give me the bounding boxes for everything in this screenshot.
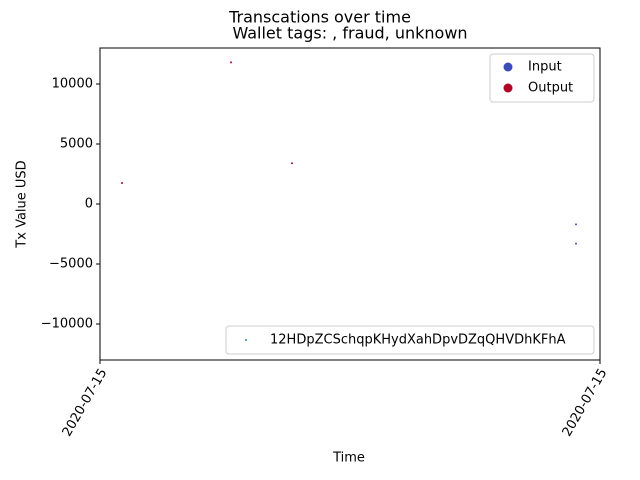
x-tick-label: 2020-07-15 bbox=[60, 366, 111, 439]
legend-marker bbox=[503, 62, 513, 72]
point bbox=[575, 242, 577, 245]
y-tick-label: 0 bbox=[85, 197, 93, 212]
point bbox=[291, 162, 293, 165]
chart-subtitle: Wallet tags: , fraud, unknown bbox=[232, 24, 467, 43]
legend-label: Input bbox=[528, 60, 562, 75]
chart-title: Transcations over time bbox=[228, 8, 411, 27]
legend-box bbox=[225, 325, 595, 355]
legend-label: 12HDpZCSchqpKHydXahDpvDZqQHVDhKFhA bbox=[270, 333, 566, 348]
y-tick-label: −5000 bbox=[49, 257, 93, 272]
legend-marker bbox=[503, 83, 513, 93]
x-tick-label: 2020-07-15 bbox=[560, 366, 611, 439]
point bbox=[575, 223, 577, 226]
legend-box bbox=[489, 53, 595, 103]
point bbox=[121, 182, 123, 184]
point bbox=[230, 61, 232, 64]
legend-marker bbox=[245, 339, 247, 341]
legend-label: Output bbox=[528, 81, 573, 96]
x-axis-label: Time bbox=[332, 451, 365, 466]
y-tick-label: −10000 bbox=[41, 317, 93, 332]
y-tick-label: 5000 bbox=[60, 137, 93, 152]
y-tick-label: 10000 bbox=[52, 77, 93, 92]
y-axis-label: Tx Value USD bbox=[15, 160, 30, 248]
